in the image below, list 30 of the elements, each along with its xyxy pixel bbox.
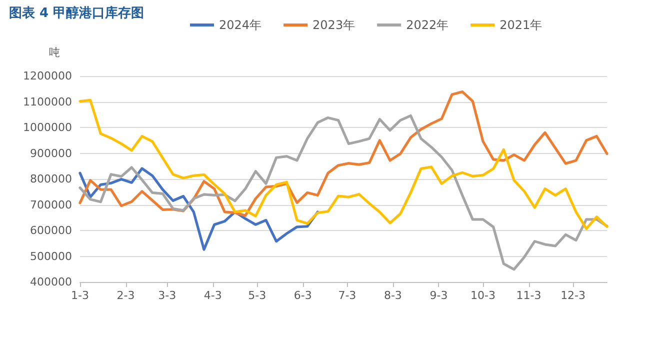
legend-label: 2022年 <box>406 18 449 32</box>
x-tick-label: 3-3 <box>158 289 176 302</box>
legend-label: 2024年 <box>219 18 262 32</box>
x-tick-label: 7-3 <box>338 289 356 302</box>
y-tick-label: 500000 <box>30 250 72 263</box>
y-tick-label: 900000 <box>30 146 72 160</box>
chart-title: 图表 4 甲醇港口库存图 <box>9 5 144 21</box>
x-tick-label: 1-3 <box>71 289 89 302</box>
x-tick-label: 11-3 <box>516 289 542 302</box>
x-tick-label: 10-3 <box>470 289 496 302</box>
legend-label: 2021年 <box>500 18 542 32</box>
y-tick-label: 1100000 <box>23 95 72 108</box>
x-tick-label: 6-3 <box>294 289 312 302</box>
line-series <box>78 114 608 271</box>
x-tick-label: 12-3 <box>560 289 586 302</box>
y-tick-label: 600000 <box>30 224 72 237</box>
y-tick-label: 700000 <box>30 198 72 212</box>
y-tick-label: 1000000 <box>23 121 72 134</box>
y-axis-title: 吨 <box>49 46 60 59</box>
y-tick-label: 1200000 <box>23 70 72 82</box>
y-tick-label: 800000 <box>30 172 72 186</box>
x-tick-label: 4-3 <box>204 289 222 302</box>
x-tick-label: 8-3 <box>384 289 402 302</box>
y-tick-label: 400000 <box>30 276 72 288</box>
line-series <box>78 90 608 217</box>
x-tick-label: 9-3 <box>430 289 448 302</box>
line-series <box>78 98 608 230</box>
legend-label: 2023年 <box>312 18 356 32</box>
x-tick-label: 5-3 <box>248 289 266 302</box>
x-tick-label: 2-3 <box>116 289 135 302</box>
